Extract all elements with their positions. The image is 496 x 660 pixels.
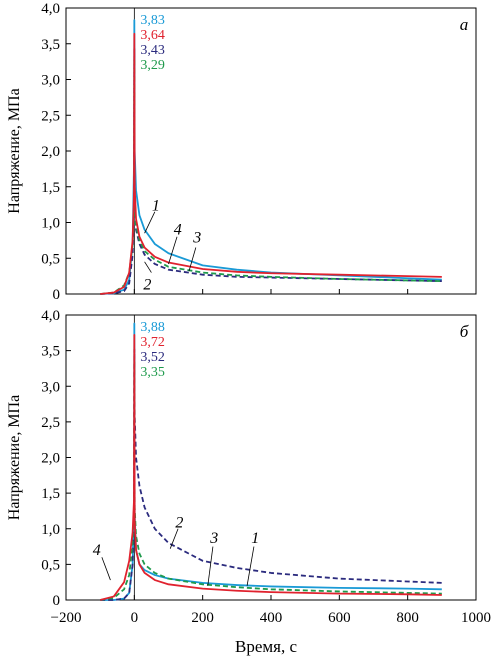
series-line-4 bbox=[100, 32, 442, 295]
curve-number-label: 2 bbox=[143, 277, 151, 294]
x-tick-label: 1000 bbox=[461, 610, 491, 626]
panel-label: б bbox=[460, 322, 469, 341]
curve-number-label: 1 bbox=[152, 197, 160, 214]
curve-number-label: 4 bbox=[93, 542, 101, 559]
curve-leader bbox=[144, 261, 152, 273]
x-tick-label: 600 bbox=[328, 610, 351, 626]
panel-label: а bbox=[460, 15, 469, 34]
series-line-2 bbox=[100, 348, 442, 601]
peak-value-label: 3,35 bbox=[140, 365, 165, 380]
y-tick-label: 1,0 bbox=[41, 522, 60, 538]
x-tick-label: 0 bbox=[131, 610, 139, 626]
peak-value-label: 3,72 bbox=[140, 335, 165, 350]
peak-value-label: 3,64 bbox=[140, 28, 165, 43]
series-line-2 bbox=[100, 47, 442, 295]
curve-number-label: 3 bbox=[192, 230, 201, 247]
curve-number-label: 2 bbox=[175, 514, 183, 531]
y-tick-label: 2,5 bbox=[41, 108, 60, 124]
y-tick-label: 2,5 bbox=[41, 415, 60, 431]
curve-number-label: 3 bbox=[209, 530, 218, 547]
y-tick-label: 2,0 bbox=[41, 451, 60, 467]
peak-value-label: 3,52 bbox=[140, 350, 165, 365]
series-line-3 bbox=[100, 360, 442, 601]
x-tick-label: −200 bbox=[51, 610, 82, 626]
x-axis-title: Время, с bbox=[235, 637, 297, 656]
y-tick-label: 0 bbox=[53, 287, 61, 303]
y-tick-label: 1,5 bbox=[41, 180, 60, 196]
curve-leader bbox=[207, 546, 214, 586]
x-tick-label: 800 bbox=[396, 610, 419, 626]
y-tick-label: 0 bbox=[53, 593, 61, 609]
panel-b: 00,51,01,52,02,53,03,54,0−200 0 200 400 600 8… bbox=[6, 308, 491, 626]
y-tick-label: 0,5 bbox=[41, 557, 60, 573]
curve-leader bbox=[168, 236, 178, 265]
y-axis-title: Напряжение, МПа bbox=[6, 395, 23, 520]
plot-frame bbox=[65, 314, 477, 601]
curve-leader bbox=[169, 528, 179, 549]
y-tick-label: 2,0 bbox=[41, 144, 60, 160]
plot-frame bbox=[65, 7, 477, 295]
panel-a: 0 0,5 1,0 1,5 2,0 2,5 3,0 3,5 4,0 Напряжение, МПа… bbox=[6, 1, 477, 303]
curve-leader bbox=[246, 546, 255, 586]
y-tick-label: 4,0 bbox=[41, 1, 60, 17]
y-tick-label: 0,5 bbox=[41, 251, 60, 267]
y-tick-label: 3,5 bbox=[41, 37, 60, 53]
x-tick-label: 200 bbox=[191, 610, 214, 626]
y-tick-label: 4,0 bbox=[41, 308, 60, 324]
y-tick-label: 1,0 bbox=[41, 216, 60, 232]
series-line-3 bbox=[100, 57, 442, 295]
peak-value-label: 3,83 bbox=[140, 13, 165, 28]
y-tick-label: 3,0 bbox=[41, 73, 60, 89]
peak-value-label: 3,88 bbox=[140, 320, 165, 335]
curve-number-label: 1 bbox=[251, 530, 259, 547]
curve-leader bbox=[188, 247, 197, 272]
y-tick-label: 3,0 bbox=[41, 379, 60, 395]
y-tick-label: 3,5 bbox=[41, 344, 60, 360]
curve-number-label: 4 bbox=[174, 222, 182, 239]
curve-leader bbox=[144, 211, 156, 234]
y-axis-title: Напряжение, МПа bbox=[6, 88, 23, 213]
series-line-4 bbox=[99, 334, 442, 601]
peak-value-label: 3,43 bbox=[140, 43, 165, 58]
y-tick-label: 1,5 bbox=[41, 486, 60, 502]
peak-value-label: 3,29 bbox=[140, 58, 165, 73]
x-tick-label: 400 bbox=[260, 610, 283, 626]
curve-leader bbox=[101, 557, 111, 581]
